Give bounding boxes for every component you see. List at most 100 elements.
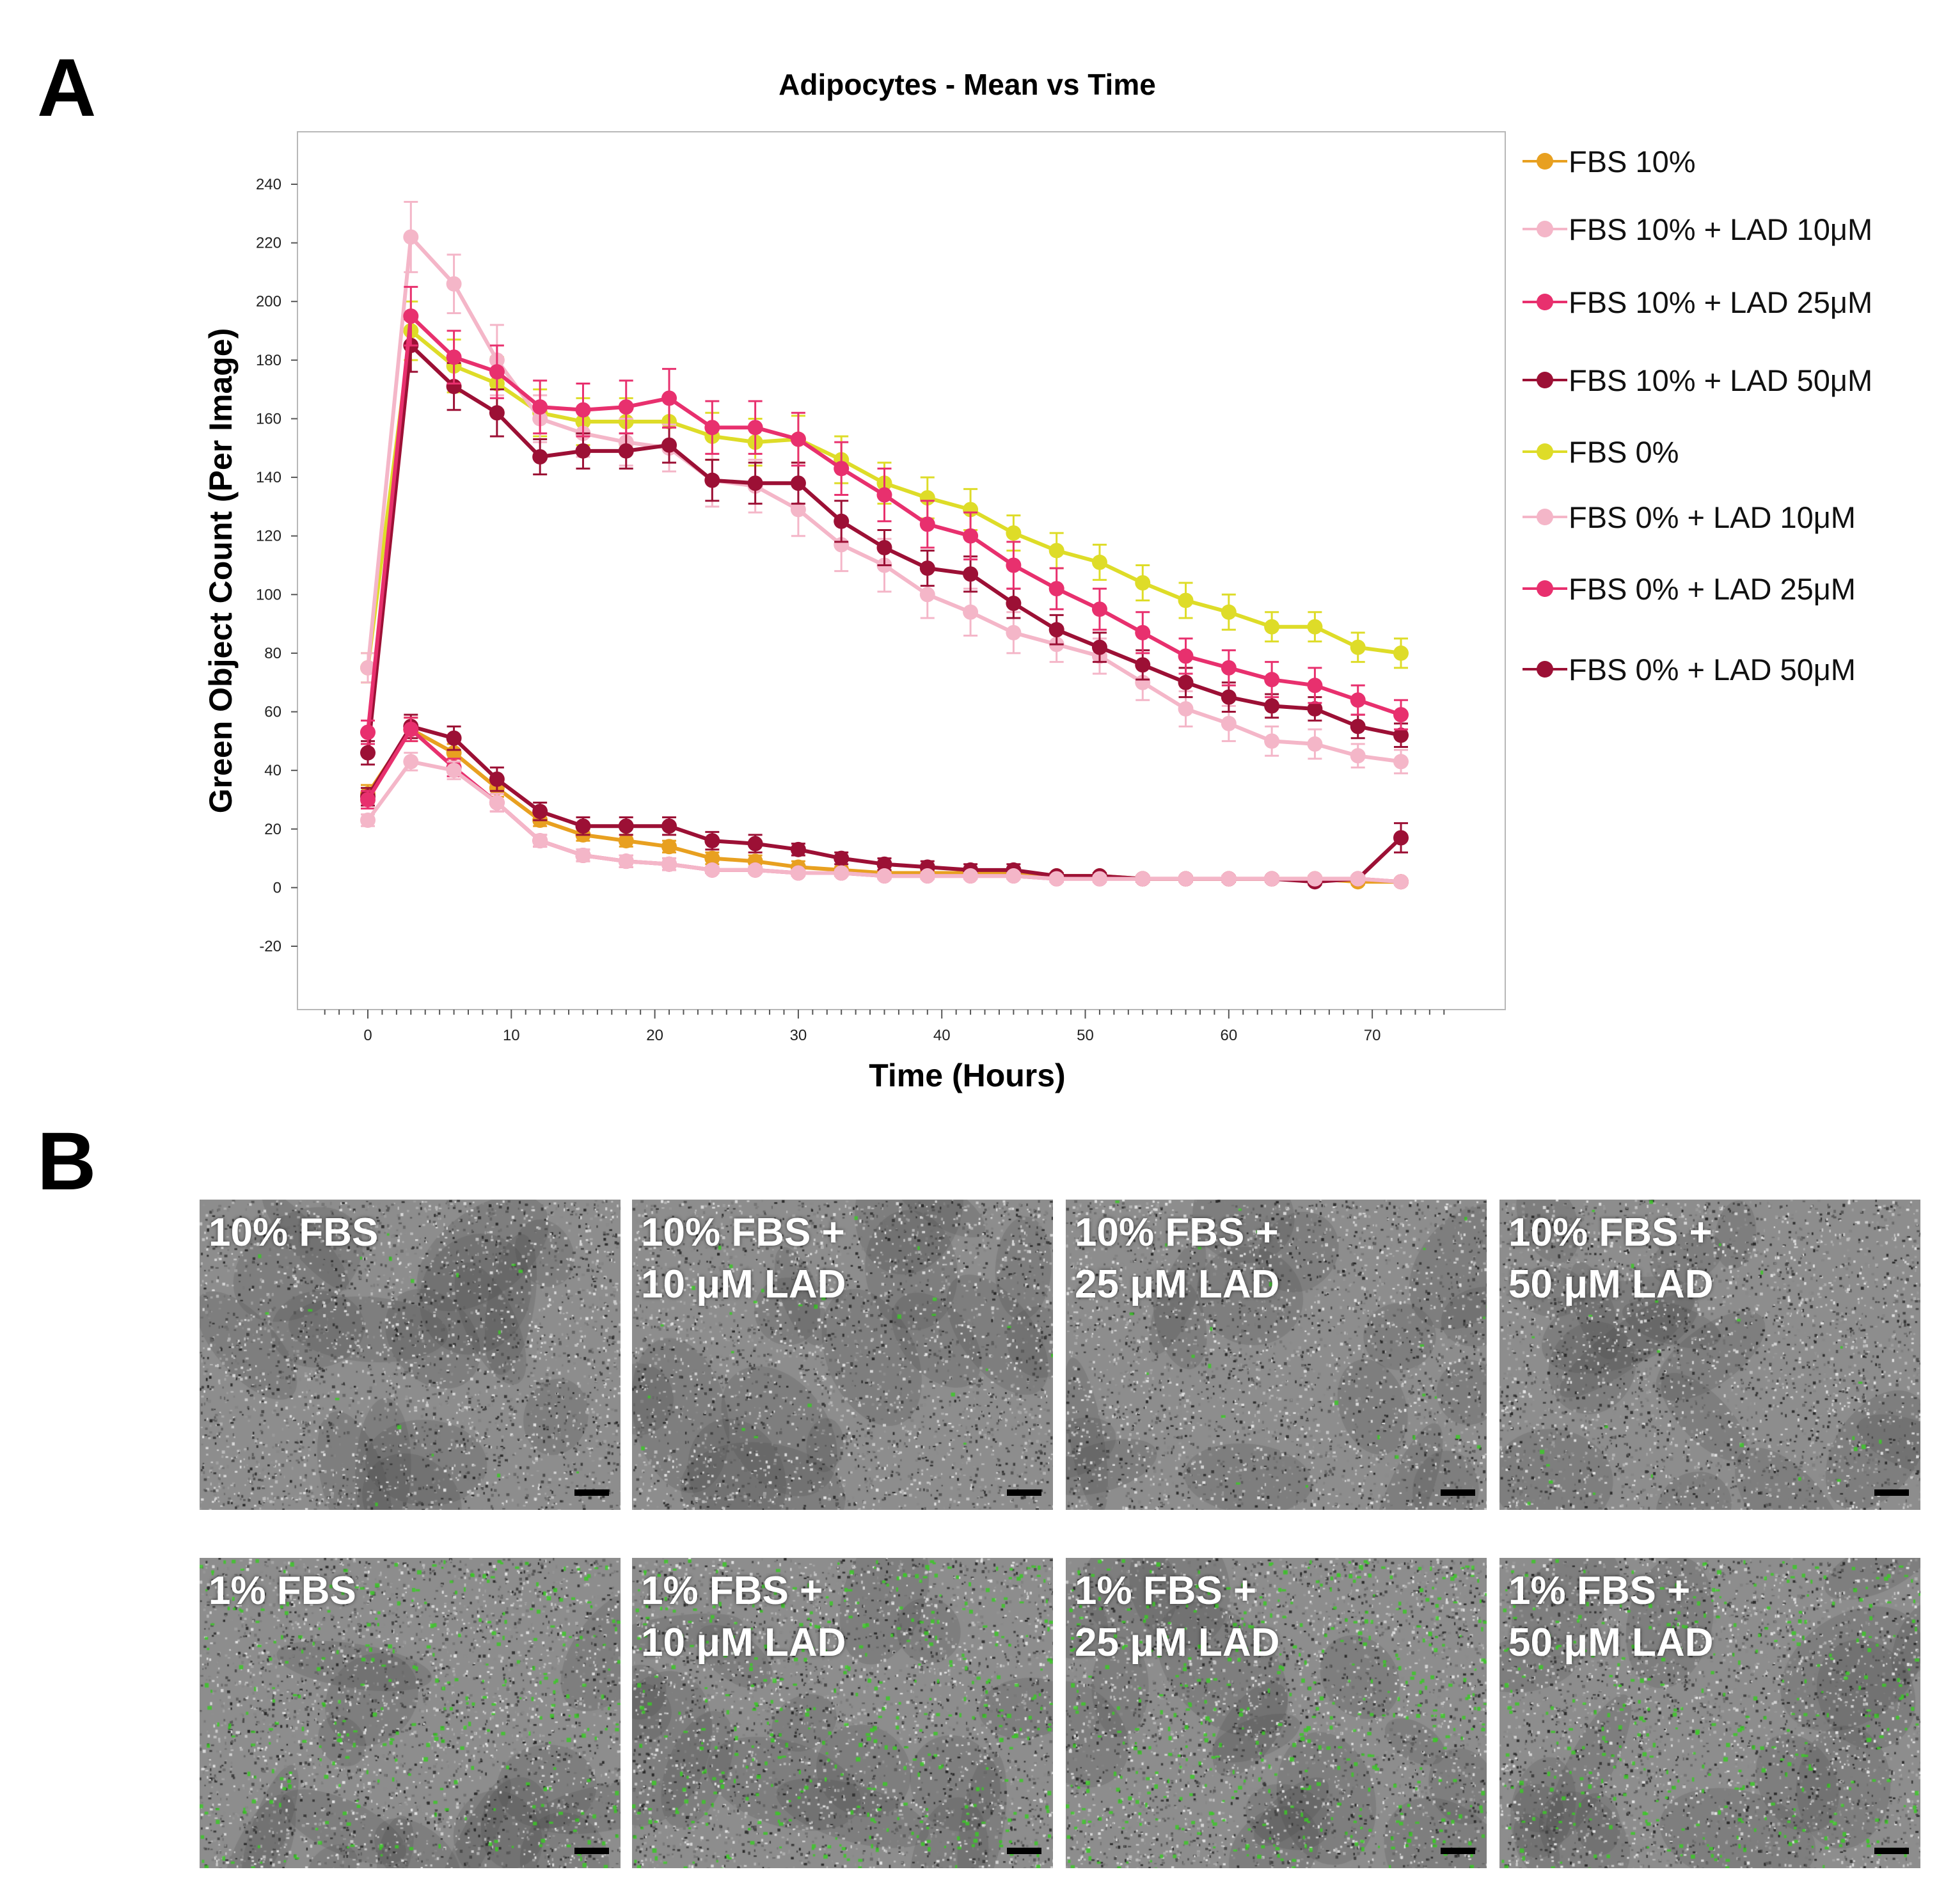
micrograph-tile: 10% FBS + 50 μM LAD — [1499, 1200, 1920, 1510]
data-point — [1135, 575, 1151, 591]
data-point — [618, 818, 634, 834]
scale-bar — [1441, 1848, 1475, 1854]
data-point — [489, 795, 505, 811]
y-tick-label: 160 — [256, 410, 281, 427]
data-point — [360, 745, 376, 761]
data-point — [575, 847, 591, 863]
data-point — [963, 566, 979, 582]
data-point — [919, 516, 935, 532]
data-point — [360, 791, 376, 807]
legend-marker — [1537, 661, 1553, 678]
x-axis: 0 10 20 30 40 50 60 70 — [324, 1010, 1445, 1044]
data-point — [1264, 733, 1280, 749]
data-point — [834, 461, 850, 477]
data-point — [1393, 727, 1409, 743]
data-point — [747, 836, 763, 852]
data-point — [876, 868, 892, 884]
data-point — [489, 405, 505, 421]
data-point — [575, 402, 591, 418]
data-point — [1350, 871, 1366, 887]
legend-marker — [1537, 372, 1553, 388]
data-point — [1264, 619, 1280, 635]
micrograph-image — [632, 1558, 1053, 1868]
legend-marker — [1537, 580, 1553, 597]
data-point — [1350, 639, 1366, 655]
scale-bar — [574, 1489, 609, 1496]
micrograph-label: 10% FBS — [209, 1210, 379, 1255]
legend-label: FBS 0% + LAD 50μM — [1569, 653, 1856, 686]
data-point — [747, 475, 763, 491]
data-point — [1264, 698, 1280, 714]
data-point — [575, 818, 591, 834]
x-tick-label: 10 — [503, 1027, 520, 1044]
data-point — [876, 856, 892, 872]
plot-frame — [297, 131, 1506, 1010]
data-point — [1350, 718, 1366, 734]
x-tick-label: 40 — [933, 1027, 951, 1044]
data-point — [963, 528, 979, 544]
series-line — [360, 752, 1409, 890]
data-point — [834, 850, 850, 866]
y-tick-label: 140 — [256, 469, 281, 486]
data-point — [1307, 701, 1323, 717]
x-tick-label: 30 — [790, 1027, 807, 1044]
data-point — [446, 763, 462, 779]
micrograph-label: 10% FBS + 10 μM LAD — [641, 1210, 846, 1306]
data-point — [532, 804, 548, 820]
line-chart: Adipocytes - Mean vs Time Time (Hours) G… — [203, 68, 1872, 1093]
scale-bar — [574, 1848, 609, 1854]
legend-marker — [1537, 153, 1553, 170]
y-tick-label: 40 — [264, 762, 281, 779]
series-line — [360, 318, 1409, 766]
data-point — [1221, 604, 1237, 620]
data-point — [489, 364, 505, 380]
legend-marker — [1537, 509, 1553, 525]
data-point — [1048, 622, 1064, 638]
data-point — [661, 818, 677, 834]
data-point — [963, 604, 979, 620]
panel-b-letter: B — [37, 1116, 97, 1207]
data-point — [1178, 674, 1194, 690]
data-point — [489, 771, 505, 787]
data-point — [1006, 557, 1022, 573]
data-point — [1307, 678, 1323, 694]
data-point — [403, 754, 419, 770]
y-tick-label: 60 — [264, 704, 281, 721]
data-point — [661, 856, 677, 872]
y-axis-label: Green Object Count (Per Image) — [203, 328, 239, 813]
data-point — [1006, 596, 1022, 612]
micrograph-label: 1% FBS + 25 μM LAD — [1075, 1569, 1280, 1665]
micrograph-image — [632, 1200, 1053, 1510]
y-tick-label: 220 — [256, 235, 281, 252]
data-point — [1393, 707, 1409, 723]
data-point — [532, 449, 548, 465]
legend-marker — [1537, 294, 1553, 310]
scale-bar — [1007, 1489, 1041, 1496]
y-tick-label: 100 — [256, 586, 281, 603]
micrograph-label: 1% FBS + 10 μM LAD — [641, 1569, 846, 1665]
data-point — [747, 420, 763, 436]
micrograph-tile: 10% FBS — [200, 1200, 621, 1510]
micrograph-tile: 1% FBS + 10 μM LAD — [632, 1558, 1053, 1868]
y-tick-label: 180 — [256, 352, 281, 369]
y-tick-label: -20 — [259, 938, 281, 955]
panel-a-letter: A — [37, 42, 97, 134]
legend-label: FBS 10% — [1569, 145, 1696, 178]
data-point — [1091, 601, 1107, 617]
data-point — [1135, 871, 1151, 887]
data-point — [1006, 525, 1022, 541]
scale-bar — [1874, 1848, 1909, 1854]
data-point — [1264, 871, 1280, 887]
data-point — [661, 839, 677, 855]
data-point — [1006, 868, 1022, 884]
data-point — [1393, 645, 1409, 661]
data-point — [1048, 543, 1064, 559]
data-point — [575, 443, 591, 459]
data-point — [704, 833, 720, 849]
data-point — [1393, 754, 1409, 770]
legend-marker — [1537, 443, 1553, 460]
micrograph-image — [1499, 1558, 1920, 1868]
scale-bar — [1874, 1489, 1909, 1496]
micrograph-image — [1066, 1558, 1487, 1868]
data-point — [360, 724, 376, 740]
